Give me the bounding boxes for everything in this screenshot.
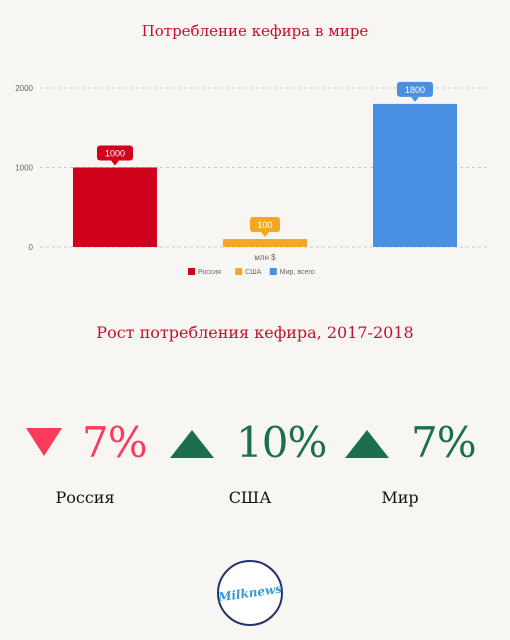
stat-russia: 7% Россия — [20, 418, 190, 518]
data-label-pointer — [261, 232, 269, 238]
legend-swatch — [188, 268, 195, 275]
stat-label: Россия — [55, 488, 115, 507]
legend-swatch — [269, 268, 277, 275]
stat-percent: 10% — [236, 418, 327, 467]
bar-2 — [373, 103, 457, 248]
stat-world: 7% Мир — [345, 418, 510, 518]
data-label: 100 — [257, 220, 272, 230]
y-tick-label: 1000 — [15, 164, 33, 173]
arrow-up-icon — [170, 430, 214, 458]
growth-title: Рост потребления кефира, 2017-2018 — [96, 323, 414, 342]
chart-title: Потребление кефира в мире — [141, 22, 369, 40]
legend-entry: США — [245, 269, 261, 276]
stat-percent: 7% — [411, 418, 477, 467]
data-label: 1000 — [105, 149, 125, 159]
stat-label: Мир — [381, 488, 419, 507]
data-label-bubble — [97, 145, 133, 161]
legend-swatch — [235, 268, 243, 275]
legend-entry: Россия — [198, 269, 221, 276]
stat-label: США — [228, 488, 272, 507]
data-label-bubble — [250, 217, 280, 233]
bar-chart: 0 1000 2000 1000 100 1800 млн $ Россия США Мир, в… — [15, 81, 490, 276]
x-axis-label: млн $ — [254, 253, 276, 262]
arrow-up-icon — [345, 430, 389, 458]
legend-entry: Мир, всего — [280, 269, 315, 276]
y-tick-label: 2000 — [15, 84, 33, 93]
logo-text: Milknews — [217, 581, 283, 605]
stat-usa: 10% США — [170, 418, 340, 518]
stat-percent: 7% — [82, 418, 148, 467]
arrow-down-icon — [26, 428, 62, 456]
data-label: 1800 — [405, 85, 425, 95]
y-tick-label: 0 — [29, 243, 34, 252]
data-label-pointer — [111, 160, 119, 166]
bar-0 — [73, 167, 157, 247]
bar-1 — [223, 239, 307, 247]
data-label-bubble — [397, 81, 433, 97]
milknews-logo: Milknews — [217, 560, 283, 626]
data-label-pointer — [411, 96, 419, 102]
